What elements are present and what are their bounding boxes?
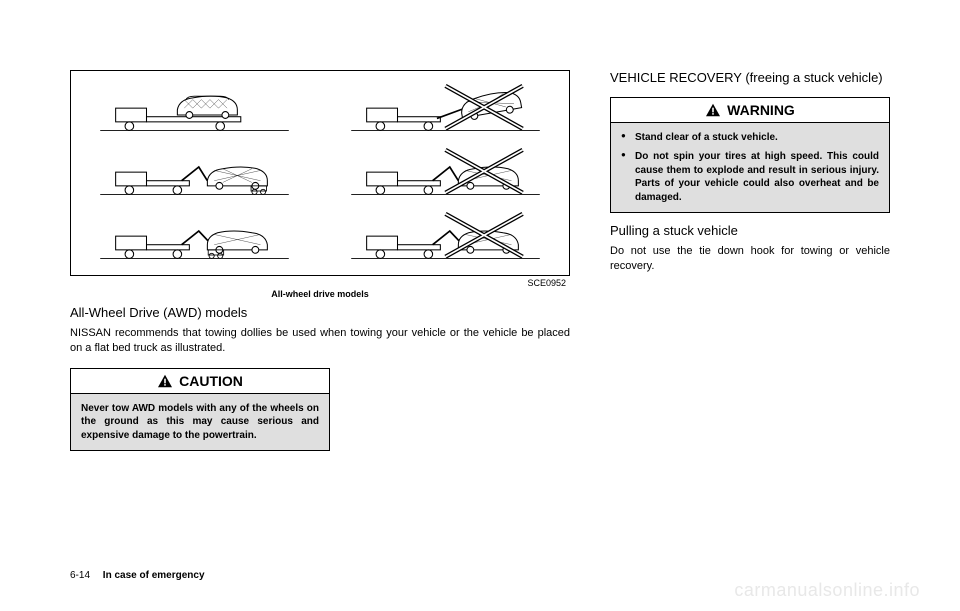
- illus-rear-tow-bad: [330, 79, 561, 139]
- warning-item: Stand clear of a stuck vehicle.: [621, 131, 879, 145]
- warning-icon: [157, 374, 173, 388]
- illus-front-dolly-ok: [79, 143, 310, 203]
- watermark: carmanualsonline.info: [734, 580, 920, 601]
- illustration-code: SCE0952: [70, 278, 566, 288]
- caution-title: CAUTION: [179, 373, 243, 389]
- warning-item: Do not spin your tires at high speed. Th…: [621, 150, 879, 204]
- caution-header: CAUTION: [71, 369, 329, 394]
- manual-page: SCE0952 All-wheel drive models All-Wheel…: [0, 0, 960, 481]
- illustration-caption: All-wheel drive models: [70, 289, 570, 299]
- illus-rear-lift-bad: [330, 207, 561, 267]
- warning-body: Stand clear of a stuck vehicle. Do not s…: [611, 123, 889, 213]
- awd-body-text: NISSAN recommends that towing dollies be…: [70, 326, 570, 356]
- pulling-heading: Pulling a stuck vehicle: [610, 223, 890, 238]
- illus-rear-dolly-ok: [79, 207, 310, 267]
- towing-illustration: [70, 70, 570, 276]
- warning-title: WARNING: [727, 102, 795, 118]
- right-column: VEHICLE RECOVERY (freeing a stuck vehicl…: [610, 70, 890, 461]
- warning-icon: [705, 103, 721, 117]
- section-name: In case of emergency: [103, 570, 205, 581]
- page-footer: 6-14 In case of emergency: [70, 570, 205, 581]
- awd-heading: All-Wheel Drive (AWD) models: [70, 305, 570, 320]
- left-column: SCE0952 All-wheel drive models All-Wheel…: [70, 70, 570, 461]
- warning-header: WARNING: [611, 98, 889, 123]
- caution-body: Never tow AWD models with any of the whe…: [71, 394, 329, 451]
- pulling-body: Do not use the tie down hook for towing …: [610, 244, 890, 274]
- page-number: 6-14: [70, 570, 90, 581]
- caution-box: CAUTION Never tow AWD models with any of…: [70, 368, 330, 452]
- recovery-heading: VEHICLE RECOVERY (freeing a stuck vehicl…: [610, 70, 890, 87]
- warning-box: WARNING Stand clear of a stuck vehicle. …: [610, 97, 890, 214]
- illus-flatbed-ok: [79, 79, 310, 139]
- illus-front-tow-bad: [330, 143, 561, 203]
